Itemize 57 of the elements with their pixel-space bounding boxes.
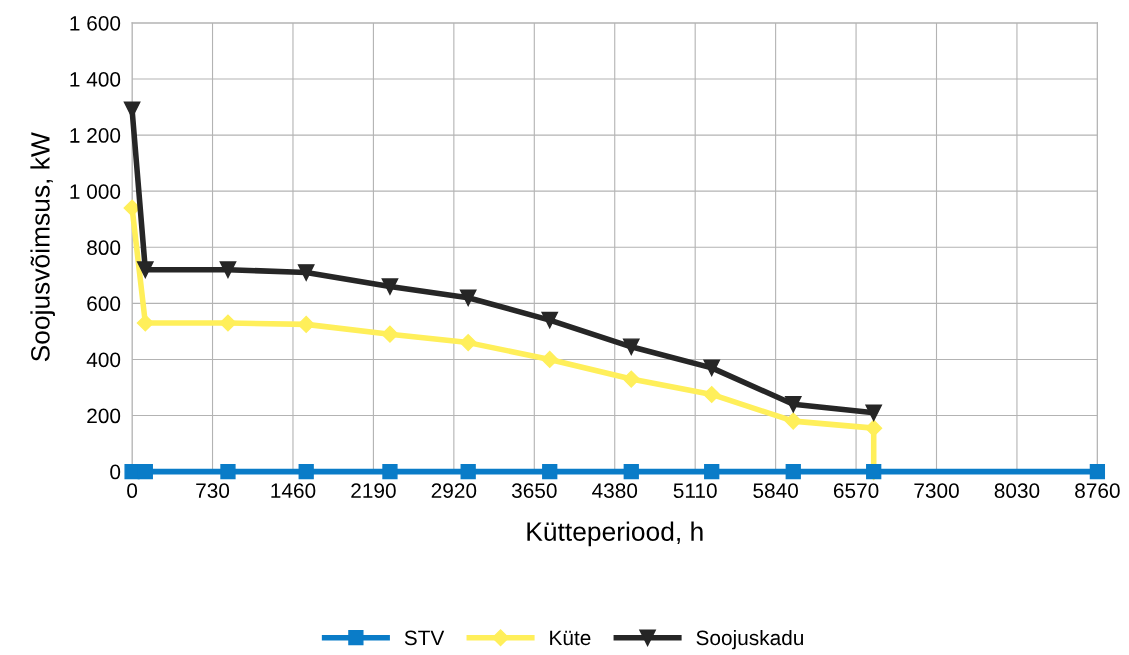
x-tick-label: 5840 <box>753 483 798 499</box>
point <box>865 404 883 422</box>
point <box>382 463 398 480</box>
point <box>704 463 720 480</box>
x-tick-label: 6570 <box>833 483 879 499</box>
point <box>136 261 154 279</box>
x-tick-label: 5110 <box>673 483 717 499</box>
x-tick-label: 4380 <box>592 483 638 499</box>
point <box>703 385 721 404</box>
y-axis-title: Soojusvõimsus, kW <box>30 132 55 362</box>
point <box>784 412 802 430</box>
point <box>703 359 721 377</box>
point <box>541 311 559 329</box>
x-tick-label: 3650 <box>511 483 557 499</box>
point <box>219 261 237 279</box>
legend-label: Soojuskadu <box>696 629 803 650</box>
legend-label: Küte <box>550 630 591 646</box>
x-tick-label: 8760 <box>1075 483 1120 499</box>
point <box>219 314 237 332</box>
point <box>459 289 477 307</box>
x-tick-label: 2920 <box>431 483 477 499</box>
x-tick-label: 8030 <box>994 483 1040 499</box>
legend-label: STV <box>404 630 445 646</box>
point <box>459 334 477 352</box>
point <box>136 314 154 332</box>
x-tick-label: 0 <box>127 483 138 499</box>
point <box>381 278 399 295</box>
point <box>623 463 639 480</box>
x-tick-label: 1460 <box>271 483 316 499</box>
point <box>865 419 883 437</box>
point <box>137 463 153 480</box>
point <box>1089 463 1106 480</box>
x-tick-label: 730 <box>196 483 230 499</box>
point <box>297 264 315 281</box>
point <box>220 463 236 480</box>
point <box>541 350 559 368</box>
point <box>298 463 314 480</box>
y-tick-label: 1 600 <box>70 15 121 31</box>
y-tick-label: 1 200 <box>70 128 121 143</box>
point <box>785 463 801 480</box>
y-tick-label: 1 000 <box>70 184 121 199</box>
point <box>460 463 476 480</box>
y-tick-label: 800 <box>87 240 121 256</box>
x-axis-title: Kütteperiood, h <box>527 521 703 547</box>
y-tick-label: 1 400 <box>70 72 121 87</box>
y-tick-label: 400 <box>86 352 121 368</box>
x-tick-label: 7300 <box>914 483 959 499</box>
point <box>381 325 399 343</box>
point <box>124 463 140 480</box>
x-tick-label: 2190 <box>351 483 396 499</box>
y-tick-label: 200 <box>87 408 121 424</box>
y-tick-label: 0 <box>110 464 121 480</box>
point <box>542 463 558 480</box>
point <box>784 395 802 413</box>
point <box>622 370 640 388</box>
point <box>622 338 640 356</box>
y-tick-label: 600 <box>87 296 121 312</box>
